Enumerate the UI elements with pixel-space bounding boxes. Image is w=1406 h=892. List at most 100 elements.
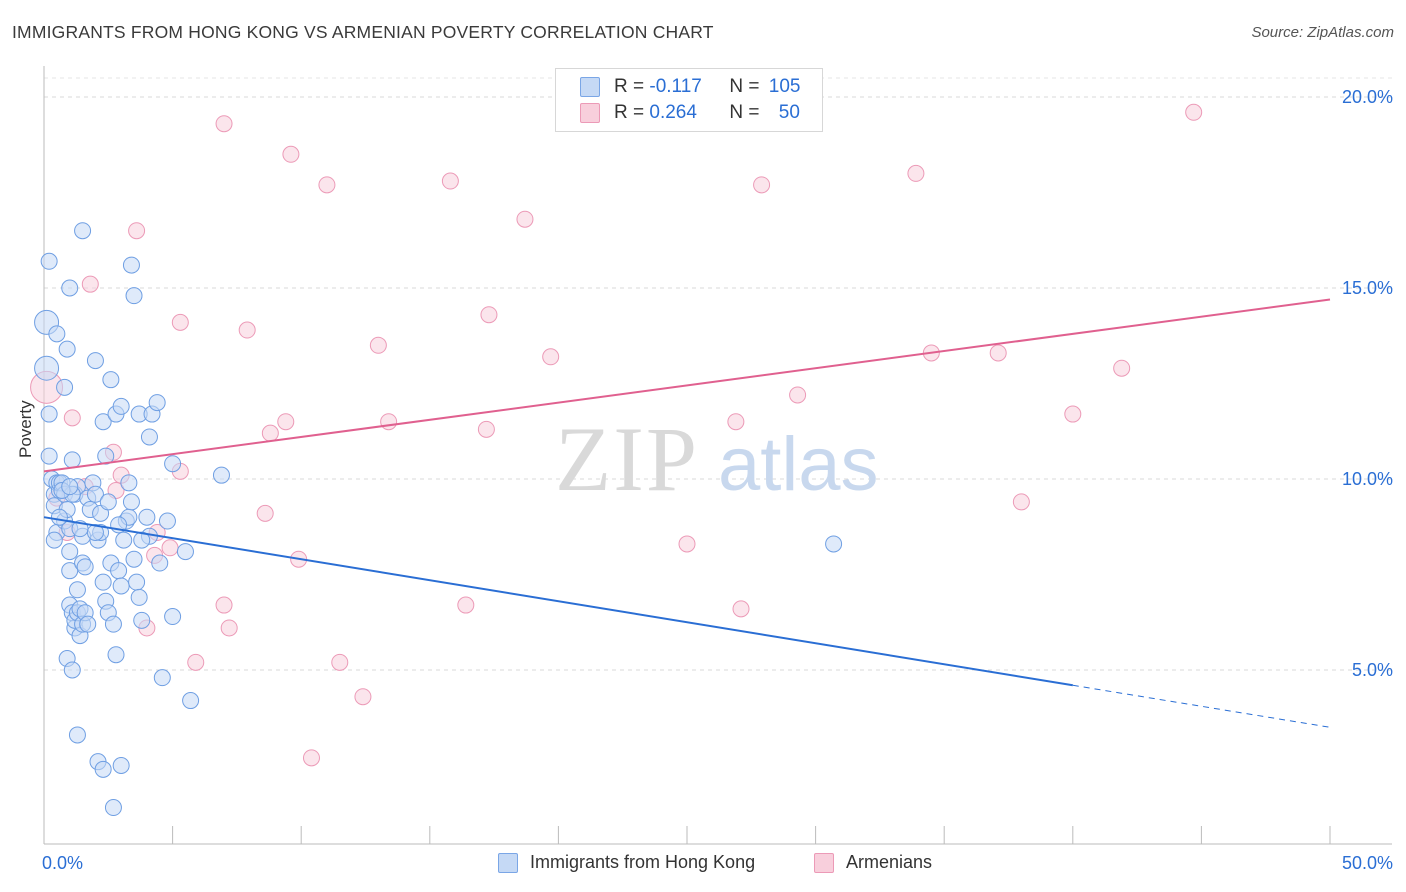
bottom-legend-swatch-pink xyxy=(814,852,834,873)
armenians-point xyxy=(128,222,146,240)
hong-kong-point xyxy=(68,581,86,599)
hong-kong-point xyxy=(86,352,104,370)
hong-kong-trend-extension xyxy=(1072,684,1331,728)
hong-kong-point xyxy=(99,493,117,511)
armenians-point xyxy=(161,539,179,557)
hong-kong-point xyxy=(125,287,143,305)
hong-kong-point xyxy=(68,726,86,744)
chart-source: Source: ZipAtlas.com xyxy=(1251,24,1394,41)
armenians-point xyxy=(302,749,320,767)
y-tick-label: 10.0% xyxy=(1342,469,1393,489)
hong-kong-point xyxy=(133,531,151,549)
hong-kong-point xyxy=(63,661,81,679)
watermark: ZIP atlas xyxy=(555,408,879,510)
legend-swatch-pink xyxy=(580,103,600,123)
hong-kong-point xyxy=(125,550,143,568)
hong-kong-point xyxy=(102,371,120,389)
legend-n-label: N = xyxy=(729,76,765,97)
armenians-point xyxy=(238,321,256,339)
armenians-point xyxy=(282,145,300,163)
hong-kong-point xyxy=(48,325,66,343)
armenians-point xyxy=(331,653,349,671)
watermark-atlas: atlas xyxy=(718,422,879,507)
armenians-point xyxy=(516,210,534,228)
armenians-point xyxy=(1012,493,1030,511)
hong-kong-point xyxy=(40,447,58,465)
armenians-point xyxy=(441,172,459,190)
armenians-point xyxy=(277,413,295,431)
hong-kong-point xyxy=(130,588,148,606)
hong-kong-point xyxy=(182,692,200,710)
y-tick-label: 5.0% xyxy=(1352,660,1393,680)
correlation-legend: R = -0.117 N = 105 R = 0.264 N = 50 xyxy=(555,68,823,132)
hong-kong-point xyxy=(94,760,112,778)
hong-kong-point xyxy=(34,355,60,381)
hong-kong-point xyxy=(140,428,158,446)
legend-n-value: 50 xyxy=(778,102,800,123)
armenians-point xyxy=(732,600,750,618)
hong-kong-point xyxy=(212,466,230,484)
hong-kong-point xyxy=(148,394,166,412)
armenians-point xyxy=(215,115,233,133)
hong-kong-point xyxy=(86,523,104,541)
armenians-point xyxy=(678,535,696,553)
watermark-zip: ZIP xyxy=(555,408,699,510)
armenians-point xyxy=(1064,405,1082,423)
hong-kong-point xyxy=(104,799,122,817)
hong-kong-point xyxy=(94,413,112,431)
hong-kong-points xyxy=(34,222,843,817)
hong-kong-point xyxy=(112,397,130,415)
hong-kong-point xyxy=(74,222,92,240)
armenians-point xyxy=(789,386,807,404)
armenians-point xyxy=(256,504,274,522)
hong-kong-point xyxy=(158,512,176,530)
armenians-point xyxy=(1113,359,1131,377)
hong-kong-point xyxy=(58,340,76,358)
hong-kong-point xyxy=(107,646,125,664)
x-tick-label: 50.0% xyxy=(1342,853,1393,873)
hong-kong-point xyxy=(164,608,182,626)
armenians-point xyxy=(215,596,233,614)
hong-kong-point xyxy=(120,474,138,492)
hong-kong-point xyxy=(122,493,140,511)
hong-kong-point xyxy=(104,615,122,633)
armenians-point xyxy=(727,413,745,431)
hong-kong-point xyxy=(122,256,140,274)
hong-kong-point xyxy=(115,531,133,549)
legend-row-hong-kong: R = -0.117 N = 105 xyxy=(580,75,800,99)
hong-kong-point xyxy=(151,554,169,572)
bottom-legend-swatch-blue xyxy=(498,852,518,873)
hong-kong-point xyxy=(61,279,79,297)
grid-lines xyxy=(44,77,1392,671)
bottom-legend-label: Immigrants from Hong Kong xyxy=(530,852,756,872)
y-tick-label: 15.0% xyxy=(1342,278,1393,298)
hong-kong-point xyxy=(61,543,79,561)
hong-kong-point xyxy=(112,577,130,595)
hong-kong-point xyxy=(153,669,171,687)
hong-kong-point xyxy=(94,573,112,591)
legend-r-label: R = xyxy=(614,76,650,97)
legend-swatch-blue xyxy=(580,77,600,97)
legend-r-value: 0.264 xyxy=(649,102,697,123)
hong-kong-point xyxy=(76,558,94,576)
hong-kong-point xyxy=(50,508,68,526)
armenians-point xyxy=(480,306,498,324)
hong-kong-trend-line xyxy=(43,516,1073,687)
legend-row-armenians: R = 0.264 N = 50 xyxy=(580,101,800,125)
armenians-point xyxy=(753,176,771,194)
bottom-legend-label: Armenians xyxy=(846,852,933,872)
hong-kong-point xyxy=(128,573,146,591)
armenians-point xyxy=(261,424,279,442)
hong-kong-point xyxy=(40,405,58,423)
armenians-point xyxy=(318,176,336,194)
legend-r-label: R = xyxy=(614,102,650,123)
hong-kong-point xyxy=(133,611,151,629)
hong-kong-point xyxy=(112,757,130,774)
hong-kong-point xyxy=(63,451,81,469)
hong-kong-point xyxy=(164,455,182,473)
armenians-point xyxy=(81,275,99,293)
legend-r-value: -0.117 xyxy=(649,76,702,97)
armenians-point xyxy=(354,688,372,706)
hong-kong-point xyxy=(825,535,843,553)
